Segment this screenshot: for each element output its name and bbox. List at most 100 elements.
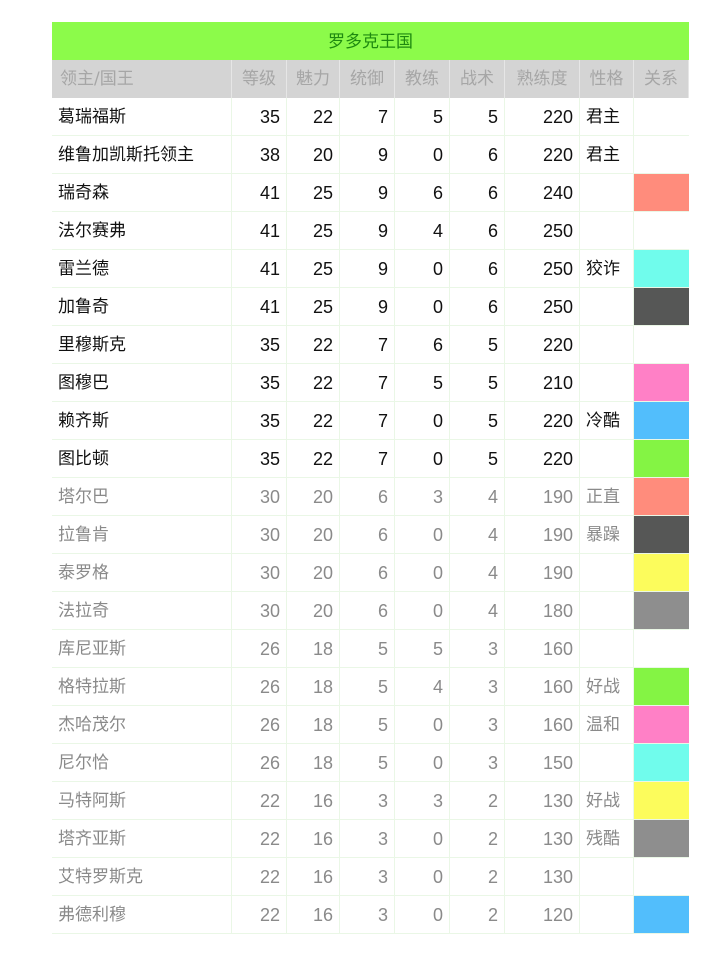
column-header[interactable]: 性格 xyxy=(580,60,634,98)
column-header[interactable]: 教练 xyxy=(395,60,450,98)
table-row[interactable]: 图穆巴 35 22 7 5 5 210 xyxy=(52,364,689,402)
table-row[interactable]: 瑞奇森 41 25 9 6 6 240 xyxy=(52,174,689,212)
leadership-cell: 6 xyxy=(340,554,395,591)
table-row[interactable]: 马特阿斯 22 16 3 3 2 130 好战 xyxy=(52,782,689,820)
charisma-cell: 22 xyxy=(287,364,340,401)
relation-cell xyxy=(634,668,689,705)
level-cell: 35 xyxy=(232,98,287,135)
trainer-cell: 5 xyxy=(395,630,450,667)
level-cell: 30 xyxy=(232,592,287,629)
column-header[interactable]: 领主/国王 xyxy=(52,60,232,98)
proficiency-cell: 220 xyxy=(505,136,580,173)
charisma-cell: 25 xyxy=(287,288,340,325)
table-row[interactable]: 图比顿 35 22 7 0 5 220 xyxy=(52,440,689,478)
relation-color-swatch xyxy=(634,516,689,553)
lord-name: 里穆斯克 xyxy=(52,326,232,363)
table-row[interactable]: 拉鲁肯 30 20 6 0 4 190 暴躁 xyxy=(52,516,689,554)
trait-cell: 君主 xyxy=(580,98,634,135)
table-row[interactable]: 格特拉斯 26 18 5 4 3 160 好战 xyxy=(52,668,689,706)
level-cell: 30 xyxy=(232,516,287,553)
table-row[interactable]: 加鲁奇 41 25 9 0 6 250 xyxy=(52,288,689,326)
header-row: 领主/国王 等级 魅力 统御 教练 战术 熟练度 性格 关系 xyxy=(52,60,689,98)
relation-cell xyxy=(634,250,689,287)
trainer-cell: 0 xyxy=(395,288,450,325)
column-header[interactable]: 战术 xyxy=(450,60,505,98)
table-row[interactable]: 塔齐亚斯 22 16 3 0 2 130 残酷 xyxy=(52,820,689,858)
leadership-cell: 5 xyxy=(340,668,395,705)
table-row[interactable]: 雷兰德 41 25 9 0 6 250 狡诈 xyxy=(52,250,689,288)
column-header[interactable]: 关系 xyxy=(634,60,689,98)
trait-cell xyxy=(580,554,634,591)
table-row[interactable]: 杰哈茂尔 26 18 5 0 3 160 温和 xyxy=(52,706,689,744)
leadership-cell: 6 xyxy=(340,478,395,515)
tactics-cell: 6 xyxy=(450,136,505,173)
table-row[interactable]: 弗德利穆 22 16 3 0 2 120 xyxy=(52,896,689,934)
trainer-cell: 4 xyxy=(395,212,450,249)
column-header[interactable]: 等级 xyxy=(232,60,287,98)
table-row[interactable]: 库尼亚斯 26 18 5 5 3 160 xyxy=(52,630,689,668)
column-header[interactable]: 魅力 xyxy=(287,60,340,98)
proficiency-cell: 220 xyxy=(505,98,580,135)
tactics-cell: 4 xyxy=(450,592,505,629)
trait-cell xyxy=(580,440,634,477)
trait-cell xyxy=(580,288,634,325)
level-cell: 26 xyxy=(232,706,287,743)
table-row[interactable]: 尼尔恰 26 18 5 0 3 150 xyxy=(52,744,689,782)
level-cell: 35 xyxy=(232,402,287,439)
leadership-cell: 9 xyxy=(340,212,395,249)
proficiency-cell: 130 xyxy=(505,858,580,895)
table-row[interactable]: 法拉奇 30 20 6 0 4 180 xyxy=(52,592,689,630)
trainer-cell: 0 xyxy=(395,136,450,173)
table-row[interactable]: 赖齐斯 35 22 7 0 5 220 冷酷 xyxy=(52,402,689,440)
table-title: 罗多克王国 xyxy=(52,22,689,60)
tactics-cell: 2 xyxy=(450,858,505,895)
relation-color-swatch xyxy=(634,820,689,857)
charisma-cell: 25 xyxy=(287,250,340,287)
proficiency-cell: 180 xyxy=(505,592,580,629)
leadership-cell: 3 xyxy=(340,782,395,819)
lord-name: 拉鲁肯 xyxy=(52,516,232,553)
table-row[interactable]: 泰罗格 30 20 6 0 4 190 xyxy=(52,554,689,592)
trait-cell xyxy=(580,174,634,211)
tactics-cell: 5 xyxy=(450,98,505,135)
table-row[interactable]: 维鲁加凯斯托领主 38 20 9 0 6 220 君主 xyxy=(52,136,689,174)
charisma-cell: 22 xyxy=(287,98,340,135)
column-header[interactable]: 统御 xyxy=(340,60,395,98)
trainer-cell: 0 xyxy=(395,592,450,629)
table-row[interactable]: 法尔赛弗 41 25 9 4 6 250 xyxy=(52,212,689,250)
trait-cell xyxy=(580,212,634,249)
relation-color-swatch xyxy=(634,782,689,819)
trainer-cell: 0 xyxy=(395,250,450,287)
trait-cell: 残酷 xyxy=(580,820,634,857)
relation-cell xyxy=(634,820,689,857)
leadership-cell: 9 xyxy=(340,250,395,287)
tactics-cell: 6 xyxy=(450,212,505,249)
table-row[interactable]: 葛瑞福斯 35 22 7 5 5 220 君主 xyxy=(52,98,689,136)
lord-name: 库尼亚斯 xyxy=(52,630,232,667)
leadership-cell: 6 xyxy=(340,516,395,553)
table-row[interactable]: 里穆斯克 35 22 7 6 5 220 xyxy=(52,326,689,364)
level-cell: 35 xyxy=(232,364,287,401)
level-cell: 22 xyxy=(232,820,287,857)
lord-name: 法尔赛弗 xyxy=(52,212,232,249)
trait-cell xyxy=(580,896,634,933)
table-row[interactable]: 艾特罗斯克 22 16 3 0 2 130 xyxy=(52,858,689,896)
charisma-cell: 22 xyxy=(287,402,340,439)
lord-name: 马特阿斯 xyxy=(52,782,232,819)
proficiency-cell: 220 xyxy=(505,326,580,363)
trait-cell xyxy=(580,592,634,629)
tactics-cell: 5 xyxy=(450,326,505,363)
tactics-cell: 5 xyxy=(450,402,505,439)
level-cell: 26 xyxy=(232,668,287,705)
tactics-cell: 5 xyxy=(450,364,505,401)
level-cell: 41 xyxy=(232,288,287,325)
charisma-cell: 18 xyxy=(287,630,340,667)
trait-cell: 冷酷 xyxy=(580,402,634,439)
level-cell: 41 xyxy=(232,212,287,249)
proficiency-cell: 210 xyxy=(505,364,580,401)
lord-name: 艾特罗斯克 xyxy=(52,858,232,895)
trainer-cell: 6 xyxy=(395,326,450,363)
table-row[interactable]: 塔尔巴 30 20 6 3 4 190 正直 xyxy=(52,478,689,516)
column-header[interactable]: 熟练度 xyxy=(505,60,580,98)
relation-color-swatch xyxy=(634,288,689,325)
